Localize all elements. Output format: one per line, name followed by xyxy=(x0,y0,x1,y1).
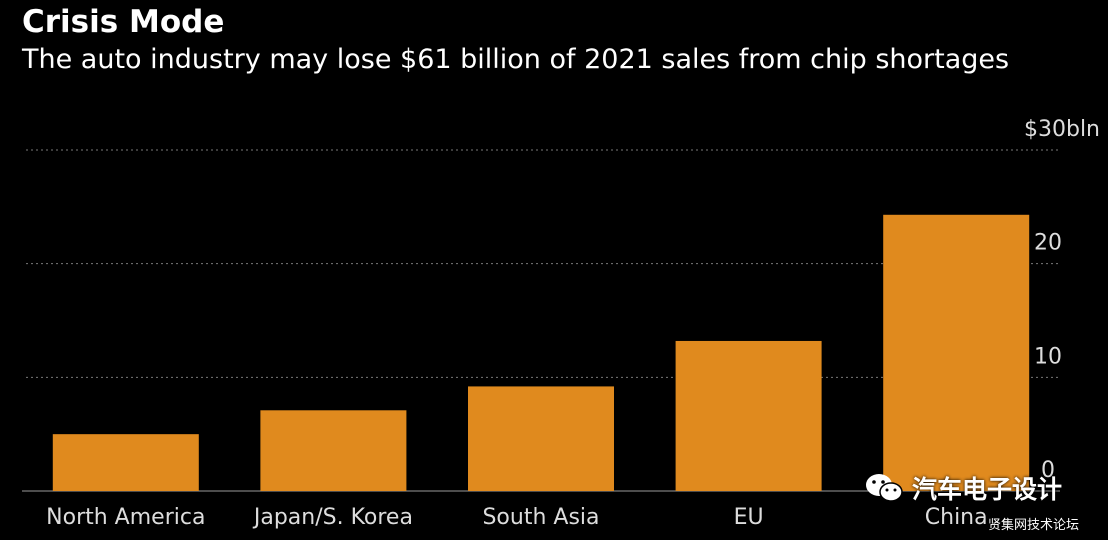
x-tick-label: China xyxy=(925,505,988,530)
bar xyxy=(883,214,1030,492)
bar xyxy=(260,410,407,491)
watermark-text: 汽车电子设计 xyxy=(912,475,1063,504)
watermark-subtext: 贤集网技术论坛 xyxy=(988,518,1080,533)
bar xyxy=(675,340,822,491)
y-tick-label: $30bln xyxy=(1024,117,1100,142)
watermark: 汽车电子设计 xyxy=(864,470,1062,506)
y-tick-label: 20 xyxy=(1034,231,1062,256)
x-tick-label: South Asia xyxy=(482,505,599,530)
y-tick-label: 0 xyxy=(1041,458,1055,483)
wechat-icon xyxy=(866,474,903,502)
bar xyxy=(468,386,614,491)
x-tick-label: Japan/S. Korea xyxy=(252,505,413,530)
x-tick-label: EU xyxy=(734,505,764,530)
y-tick-label: 10 xyxy=(1034,344,1062,369)
chart-subtitle: The auto industry may lose $61 billion o… xyxy=(22,44,1010,75)
x-tick-label: North America xyxy=(46,505,205,530)
chart-title: Crisis Mode xyxy=(22,4,225,40)
bar xyxy=(52,434,199,491)
